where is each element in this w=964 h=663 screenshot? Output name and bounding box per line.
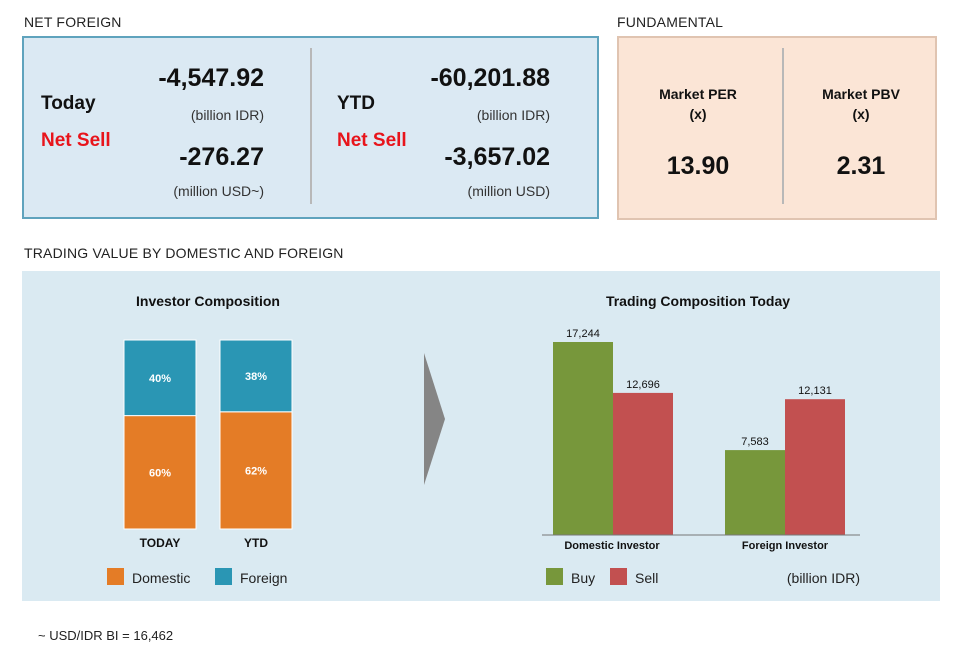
market-pbv-label: Market PBV (x)	[783, 84, 939, 124]
stack-label-domestic-today: 60%	[149, 467, 171, 479]
legend-label-buy: Buy	[571, 570, 595, 586]
today-value-usd: -276.27	[179, 143, 264, 171]
trading-charts: Investor Composition 60%40%62%38% TODAY …	[107, 293, 860, 586]
today-label: Today	[41, 93, 96, 114]
stack-segment-domestic-today	[123, 415, 197, 530]
legend-label-foreign: Foreign	[240, 570, 287, 586]
today-unit-usd: (million USD~)	[173, 183, 264, 199]
net-foreign-divider	[310, 48, 312, 204]
fundamental-box: Market PER (x) 13.90 Market PBV (x) 2.31	[617, 36, 937, 220]
trading-title: TRADING VALUE BY DOMESTIC AND FOREIGN	[24, 245, 344, 261]
category-label-today: TODAY	[140, 536, 181, 550]
category-label-ytd: YTD	[244, 536, 268, 550]
ytd-unit-idr: (billion IDR)	[476, 107, 550, 123]
ytd-value-usd: -3,657.02	[444, 143, 550, 171]
net-foreign-title: NET FOREIGN	[24, 14, 122, 30]
trading-panel: Investor Composition 60% 40% 62% 38% TODAY …	[22, 271, 940, 601]
category-label-foreign-investor: Foreign Investor	[742, 540, 829, 552]
category-label-domestic-investor: Domestic Investor	[564, 540, 660, 552]
bar-label-buy-domestic: 17,244	[566, 328, 600, 340]
today-value-idr: -4,547.92	[158, 64, 264, 92]
ytd-status: Net Sell	[337, 130, 407, 151]
market-per-label-line1: Market PER	[659, 86, 737, 102]
today-unit-idr: (billion IDR)	[190, 107, 264, 123]
bar-sell-domestic	[613, 392, 673, 535]
trading-composition-bars: 17,244 12,696 7,583 12,131	[553, 328, 845, 535]
bar-label-sell-foreign: 12,131	[798, 385, 832, 397]
net-foreign-box: Today Net Sell -4,547.92 (billion IDR) -…	[22, 36, 599, 219]
market-per-label-line2: (x)	[689, 106, 707, 122]
legend-swatch-foreign	[215, 568, 232, 585]
legend-label-sell: Sell	[635, 570, 658, 586]
bar-buy-domestic	[553, 342, 613, 535]
investor-composition-bars: 60% 40% 62% 38%	[123, 339, 293, 530]
stack-segment-foreign-ytd	[219, 339, 293, 413]
ytd-unit-usd: (million USD)	[467, 183, 550, 199]
market-pbv-label-line2: (x)	[852, 106, 870, 122]
market-per-label: Market PER (x)	[619, 84, 777, 124]
stack-label-foreign-ytd: 38%	[245, 371, 267, 383]
stack-label-domestic-ytd: 62%	[245, 465, 267, 477]
fundamental-divider	[782, 48, 784, 204]
ytd-value-idr: -60,201.88	[430, 64, 550, 92]
bar-sell-foreign	[785, 399, 845, 535]
market-per-value: 13.90	[666, 152, 730, 180]
legend-swatch-buy	[546, 568, 563, 585]
bar-buy-foreign	[725, 450, 785, 535]
market-pbv-value: 2.31	[836, 152, 886, 180]
market-pbv-label-line1: Market PBV	[822, 86, 900, 102]
arrow-icon	[424, 353, 445, 485]
fx-footnote: ~ USD/IDR BI = 16,462	[38, 628, 174, 643]
bar-label-sell-domestic: 12,696	[626, 379, 660, 391]
legend-label-domestic: Domestic	[132, 570, 190, 586]
bar-label-buy-foreign: 7,583	[741, 436, 769, 448]
investor-composition-title: Investor Composition	[136, 293, 280, 309]
legend-swatch-sell	[610, 568, 627, 585]
ytd-label: YTD	[337, 93, 375, 114]
today-status: Net Sell	[41, 130, 111, 151]
fundamental-title: FUNDAMENTAL	[617, 14, 724, 30]
legend-swatch-domestic	[107, 568, 124, 585]
unit-note: (billion IDR)	[787, 570, 860, 586]
stack-label-foreign-today: 40%	[149, 373, 171, 385]
trading-composition-title: Trading Composition Today	[606, 293, 790, 309]
stack-segment-domestic-ytd	[219, 411, 293, 530]
stack-segment-foreign-today	[123, 339, 197, 417]
